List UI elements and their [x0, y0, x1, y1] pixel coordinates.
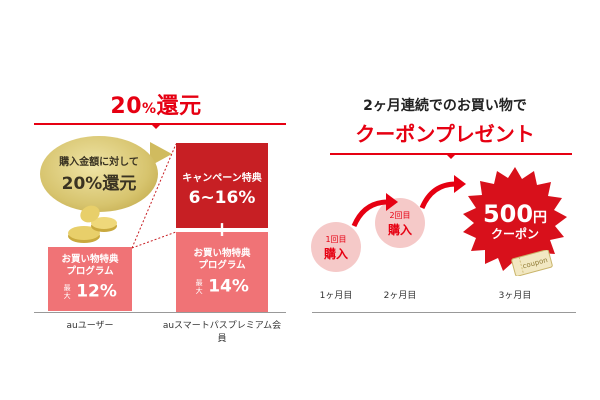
campaign-bonus-value: 6~16%	[188, 188, 256, 208]
coin-text: 購入金額に対して 20%還元	[40, 153, 158, 194]
au-user-label: auユーザー	[66, 321, 114, 331]
right-baseline	[312, 312, 576, 313]
coin-text-line2: 20%還元	[61, 174, 137, 194]
second-purchase-count: 2回目	[389, 211, 411, 220]
left-title-number: 20	[110, 94, 143, 119]
first-purchase-label: 購入	[323, 247, 348, 261]
au-box-line1: お買い物特典	[61, 254, 119, 265]
premium-box-line2: プログラム	[198, 260, 246, 271]
coupon-amount: 500円 クーポン	[460, 200, 570, 242]
coupon-label: クーポン	[490, 227, 539, 241]
speech-tail-icon	[150, 142, 172, 166]
left-title-percent: %	[142, 101, 157, 117]
coupon-unit: 円	[533, 210, 548, 226]
premium-box-max-label: 最大	[195, 278, 203, 295]
premium-box-value: 14%	[208, 276, 249, 297]
coupon-number: 500	[482, 200, 534, 228]
au-box-value: 12%	[76, 281, 117, 302]
second-purchase-label: 購入	[387, 223, 412, 237]
first-purchase-circle: 1回目 購入	[311, 222, 361, 272]
second-purchase-circle: 2回目 購入	[375, 198, 425, 248]
right-title: クーポンプレゼント	[355, 122, 535, 146]
premium-box-line1: お買い物特典	[193, 248, 251, 259]
coin-stack-icon	[68, 205, 117, 243]
coin-text-line1: 購入金額に対して	[59, 157, 139, 168]
campaign-bonus-box: キャンペーン特典 6~16%	[176, 143, 268, 228]
left-title: 20%還元	[96, 88, 216, 120]
month-2-label: 2ヶ月目	[383, 291, 417, 301]
premium-shopping-program-box: お買い物特典 プログラム 最大 14%	[176, 232, 268, 312]
campaign-bonus-label: キャンペーン特典	[182, 173, 262, 184]
month-1-label: 1ヶ月目	[319, 291, 353, 301]
left-title-suffix: 還元	[156, 94, 202, 119]
gold-coin-bubble	[40, 136, 158, 212]
au-box-max-label: 最大	[63, 283, 71, 300]
coupon-ticket-icon: coupon	[511, 250, 553, 276]
dotted-connector-lines	[132, 143, 177, 249]
left-baseline	[34, 312, 286, 313]
au-box-line2: プログラム	[66, 266, 114, 277]
curved-arrow-icon	[419, 175, 466, 210]
month-3-label: 3ヶ月目	[498, 291, 532, 301]
left-title-caret-icon	[150, 123, 162, 129]
premium-member-label: auスマートパスプレミアム会員	[162, 321, 282, 344]
starburst-icon	[463, 167, 567, 273]
au-shopping-program-box: お買い物特典 プログラム 最大 12%	[48, 247, 132, 311]
curved-arrow-icon	[351, 193, 398, 228]
plus-icon: +	[213, 217, 231, 241]
first-purchase-count: 1回目	[325, 235, 347, 244]
right-title-caret-icon	[445, 153, 457, 159]
right-subtitle: 2ヶ月連続でのお買い物で	[363, 98, 527, 114]
